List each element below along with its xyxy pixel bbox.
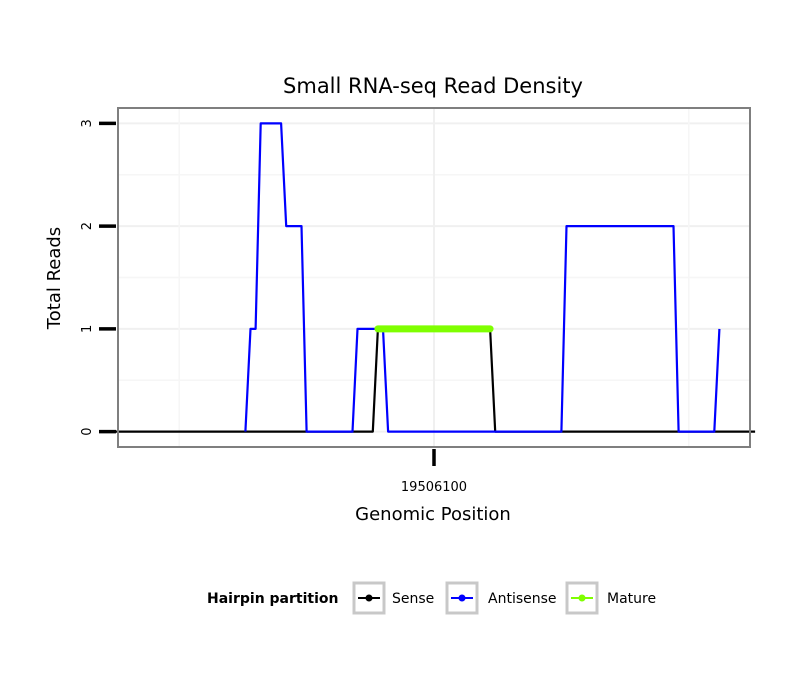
- series-layer: [112, 122, 756, 433]
- series-line-antisense: [244, 122, 721, 433]
- legend-item-antisense: Antisense: [445, 581, 557, 615]
- legend-key-point: [578, 594, 586, 602]
- legend-title: Hairpin partition: [207, 591, 338, 607]
- legend-label: Antisense: [488, 591, 557, 607]
- y-tick-label: 1: [80, 325, 95, 333]
- y-tick-label: 3: [80, 119, 95, 127]
- x-tick-label: 19506100: [401, 480, 467, 495]
- y-tick-label: 2: [80, 222, 95, 230]
- y-tick-label: 0: [80, 427, 95, 435]
- y-axis-label: Total Reads: [44, 227, 65, 330]
- legend-item-mature: Mature: [565, 581, 656, 615]
- legend-key-point: [458, 594, 466, 602]
- legend-label: Sense: [392, 591, 434, 607]
- chart-title: Small RNA-seq Read Density: [283, 74, 583, 98]
- x-axis-label: Genomic Position: [355, 504, 511, 525]
- legend-item-sense: Sense: [352, 581, 434, 615]
- plot-panel-border: [117, 107, 751, 448]
- legend: Hairpin partition Sense Antisense Mature: [207, 581, 656, 615]
- axis-layer: 01231950610019506000: [80, 119, 467, 495]
- legend-label: Mature: [607, 591, 656, 607]
- legend-key-point: [365, 594, 373, 602]
